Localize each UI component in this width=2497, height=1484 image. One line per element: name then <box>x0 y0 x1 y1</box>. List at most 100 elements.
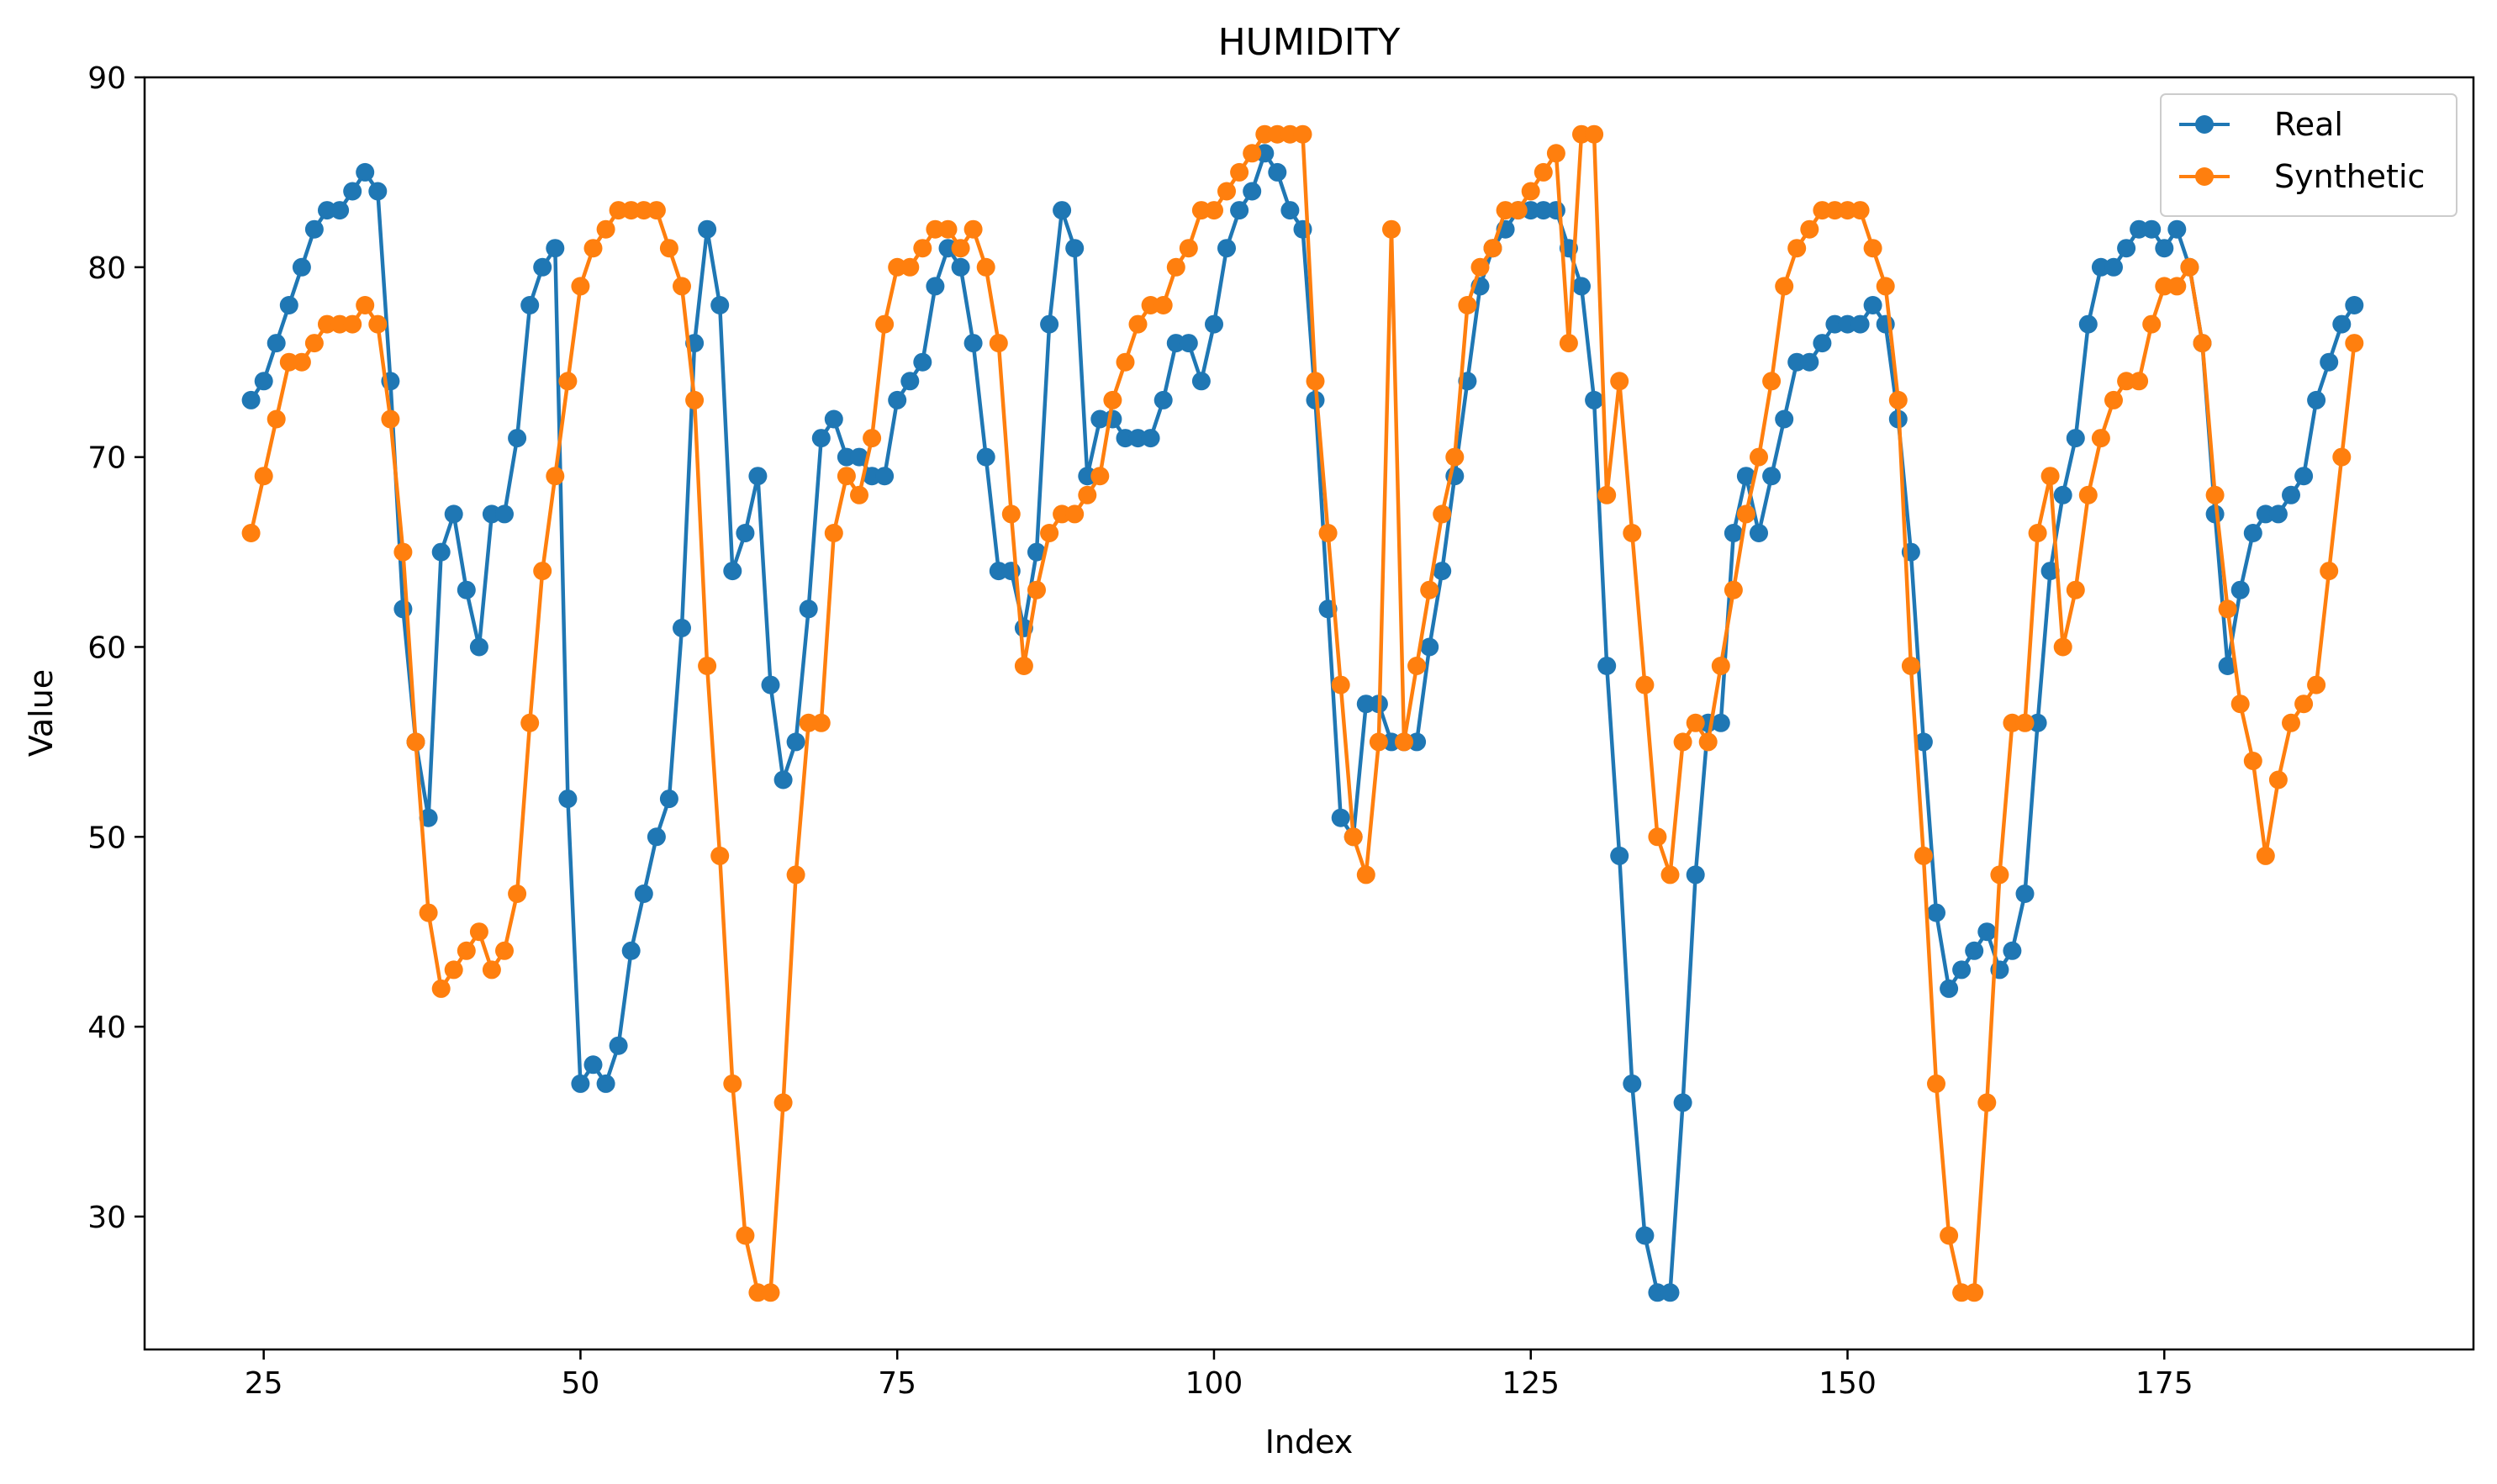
series-real-point <box>558 790 578 809</box>
series-synthetic-point <box>241 524 261 542</box>
series-synthetic-point <box>2078 485 2098 504</box>
series-synthetic-point <box>1610 372 1629 391</box>
series-real-point <box>837 447 856 467</box>
plot-area <box>241 124 2364 1302</box>
series-real-point <box>1711 713 1730 732</box>
x-tick-label: 25 <box>245 1366 283 1401</box>
series-synthetic-point <box>1660 865 1680 885</box>
series-synthetic-point <box>1724 580 1743 599</box>
series-synthetic-point <box>1243 144 1262 163</box>
series-real-point <box>2066 429 2085 448</box>
series-real-point <box>1736 467 1755 486</box>
series-synthetic-point <box>1001 504 1021 524</box>
series-real-point <box>2078 314 2098 334</box>
y-tick-label: 50 <box>87 821 126 855</box>
series-real-point <box>2053 485 2072 504</box>
series-synthetic-point <box>457 941 476 960</box>
series-real-point <box>2294 467 2314 486</box>
series-real-point <box>1331 808 1350 827</box>
series-synthetic-point <box>647 201 666 220</box>
series-synthetic-point <box>761 1283 780 1302</box>
series-synthetic-point <box>989 334 1008 353</box>
series-real-point <box>2256 504 2275 524</box>
series-real-point <box>292 257 311 277</box>
series-synthetic-point <box>1914 846 1933 865</box>
series-real-point <box>1623 1074 1642 1093</box>
series-synthetic-point <box>406 732 425 752</box>
series-synthetic-point <box>2015 713 2035 732</box>
series-real-point <box>393 599 413 619</box>
series-real-point <box>495 504 514 524</box>
series-synthetic-point <box>1268 124 1287 144</box>
series-synthetic-point <box>1787 239 1807 258</box>
series-real-point <box>1053 201 1072 220</box>
legend-synthetic-label: Synthetic <box>2274 158 2425 195</box>
series-real-point <box>1787 352 1807 372</box>
series-real-point <box>444 504 463 524</box>
series-real-point <box>913 352 932 372</box>
y-tick-label: 80 <box>87 251 126 286</box>
series-real-point <box>330 201 350 220</box>
series-synthetic-point <box>1483 239 1502 258</box>
series-synthetic-point <box>634 201 653 220</box>
series-synthetic-point <box>2282 713 2300 732</box>
series-synthetic-point <box>938 219 958 239</box>
series-synthetic-point <box>1065 504 1085 524</box>
series-synthetic-point <box>304 334 324 353</box>
series-real-point <box>1850 314 1870 334</box>
series-real-point <box>318 201 336 220</box>
series-synthetic-point <box>1382 219 1401 239</box>
series-synthetic-point <box>1597 485 1617 504</box>
series-real-point <box>1660 1283 1680 1302</box>
series-real-point <box>419 808 438 827</box>
series-real-point <box>1255 144 1275 163</box>
series-real-point <box>875 467 895 486</box>
series-real-point <box>1724 524 1743 542</box>
series-synthetic-point <box>2243 752 2262 770</box>
plot-frame <box>143 76 2475 1351</box>
series-synthetic-point <box>330 314 350 334</box>
series-synthetic-point <box>356 296 375 314</box>
series-real-point <box>2003 941 2022 960</box>
series-synthetic-point <box>1940 1226 1959 1245</box>
series-synthetic-point <box>2130 372 2149 391</box>
series-synthetic-point <box>267 409 286 429</box>
series-real-point <box>457 580 476 599</box>
series-real-point <box>2015 885 2035 903</box>
series-real-point <box>267 334 286 353</box>
series-real-point <box>304 219 324 239</box>
series-synthetic-point <box>1888 390 1908 409</box>
series-real-point <box>1927 903 1945 922</box>
x-tick-label: 150 <box>1819 1366 1877 1401</box>
series-synthetic-point <box>596 219 615 239</box>
series-real-point <box>2091 257 2110 277</box>
series-synthetic-point <box>1496 201 1515 220</box>
series-synthetic-point <box>1775 277 1794 296</box>
series-real-point <box>1268 162 1287 182</box>
series-real-point <box>368 182 388 201</box>
series-synthetic-point <box>482 960 501 980</box>
series-synthetic-point <box>1863 239 1882 258</box>
series-synthetic-point <box>1927 1074 1945 1093</box>
series-synthetic-point <box>292 352 311 372</box>
series-real-point <box>1356 694 1375 714</box>
series-synthetic-point <box>2180 257 2199 277</box>
series-real-point <box>469 637 488 657</box>
series-synthetic-point <box>1166 257 1185 277</box>
series-real-point <box>1065 239 1085 258</box>
series-synthetic-point <box>2256 846 2275 865</box>
series-real-point <box>596 1074 615 1093</box>
series-synthetic-point <box>1508 201 1528 220</box>
series-real-point <box>1433 562 1452 581</box>
series-real-point <box>1420 637 1439 657</box>
series-real-point <box>520 296 540 314</box>
series-synthetic-point <box>799 713 818 732</box>
series-synthetic-point <box>1407 657 1427 675</box>
y-tick-label: 90 <box>87 61 126 96</box>
series-synthetic-point <box>1876 277 1895 296</box>
series-synthetic-point <box>1850 201 1870 220</box>
series-synthetic-point <box>431 979 451 998</box>
series-real-point <box>748 467 768 486</box>
series-real-point <box>888 390 907 409</box>
series-synthetic-point <box>1027 580 1046 599</box>
